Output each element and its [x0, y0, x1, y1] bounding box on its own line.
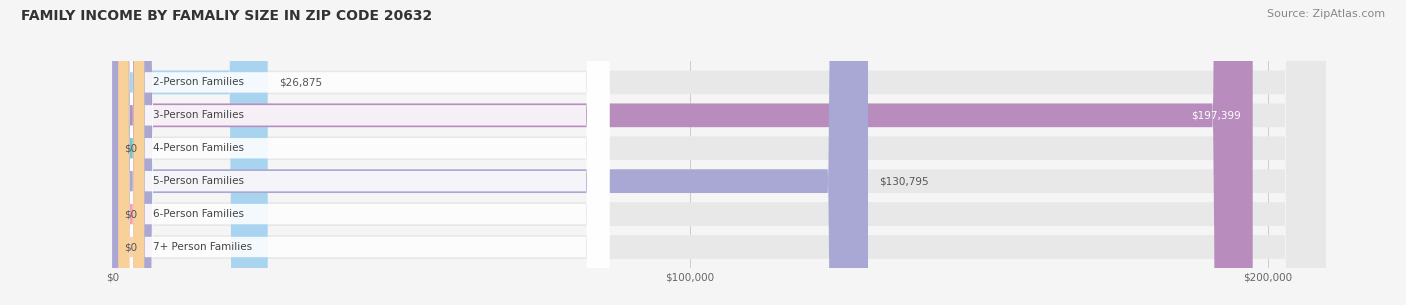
Text: 6-Person Families: 6-Person Families [153, 209, 243, 219]
Text: $0: $0 [124, 143, 138, 153]
FancyBboxPatch shape [112, 0, 1326, 305]
FancyBboxPatch shape [112, 0, 1326, 305]
Text: 4-Person Families: 4-Person Families [153, 143, 243, 153]
FancyBboxPatch shape [118, 0, 145, 305]
Text: $26,875: $26,875 [280, 77, 322, 88]
FancyBboxPatch shape [118, 0, 145, 305]
Text: Source: ZipAtlas.com: Source: ZipAtlas.com [1267, 9, 1385, 19]
FancyBboxPatch shape [118, 0, 609, 305]
Text: 5-Person Families: 5-Person Families [153, 176, 243, 186]
FancyBboxPatch shape [118, 0, 609, 305]
FancyBboxPatch shape [118, 0, 145, 305]
FancyBboxPatch shape [112, 0, 1326, 305]
Text: 2-Person Families: 2-Person Families [153, 77, 243, 88]
FancyBboxPatch shape [118, 0, 609, 305]
Text: 7+ Person Families: 7+ Person Families [153, 242, 252, 252]
FancyBboxPatch shape [118, 0, 609, 305]
FancyBboxPatch shape [112, 0, 267, 305]
FancyBboxPatch shape [118, 0, 609, 305]
Text: FAMILY INCOME BY FAMALIY SIZE IN ZIP CODE 20632: FAMILY INCOME BY FAMALIY SIZE IN ZIP COD… [21, 9, 432, 23]
FancyBboxPatch shape [118, 0, 145, 305]
FancyBboxPatch shape [112, 0, 868, 305]
FancyBboxPatch shape [112, 0, 1326, 305]
Text: 3-Person Families: 3-Person Families [153, 110, 243, 120]
FancyBboxPatch shape [118, 0, 145, 305]
FancyBboxPatch shape [112, 0, 1326, 305]
Text: $197,399: $197,399 [1191, 110, 1241, 120]
FancyBboxPatch shape [112, 0, 1326, 305]
FancyBboxPatch shape [112, 0, 1253, 305]
FancyBboxPatch shape [118, 0, 609, 305]
FancyBboxPatch shape [118, 0, 145, 305]
Text: $130,795: $130,795 [880, 176, 929, 186]
Text: $0: $0 [124, 209, 138, 219]
Text: $0: $0 [124, 242, 138, 252]
